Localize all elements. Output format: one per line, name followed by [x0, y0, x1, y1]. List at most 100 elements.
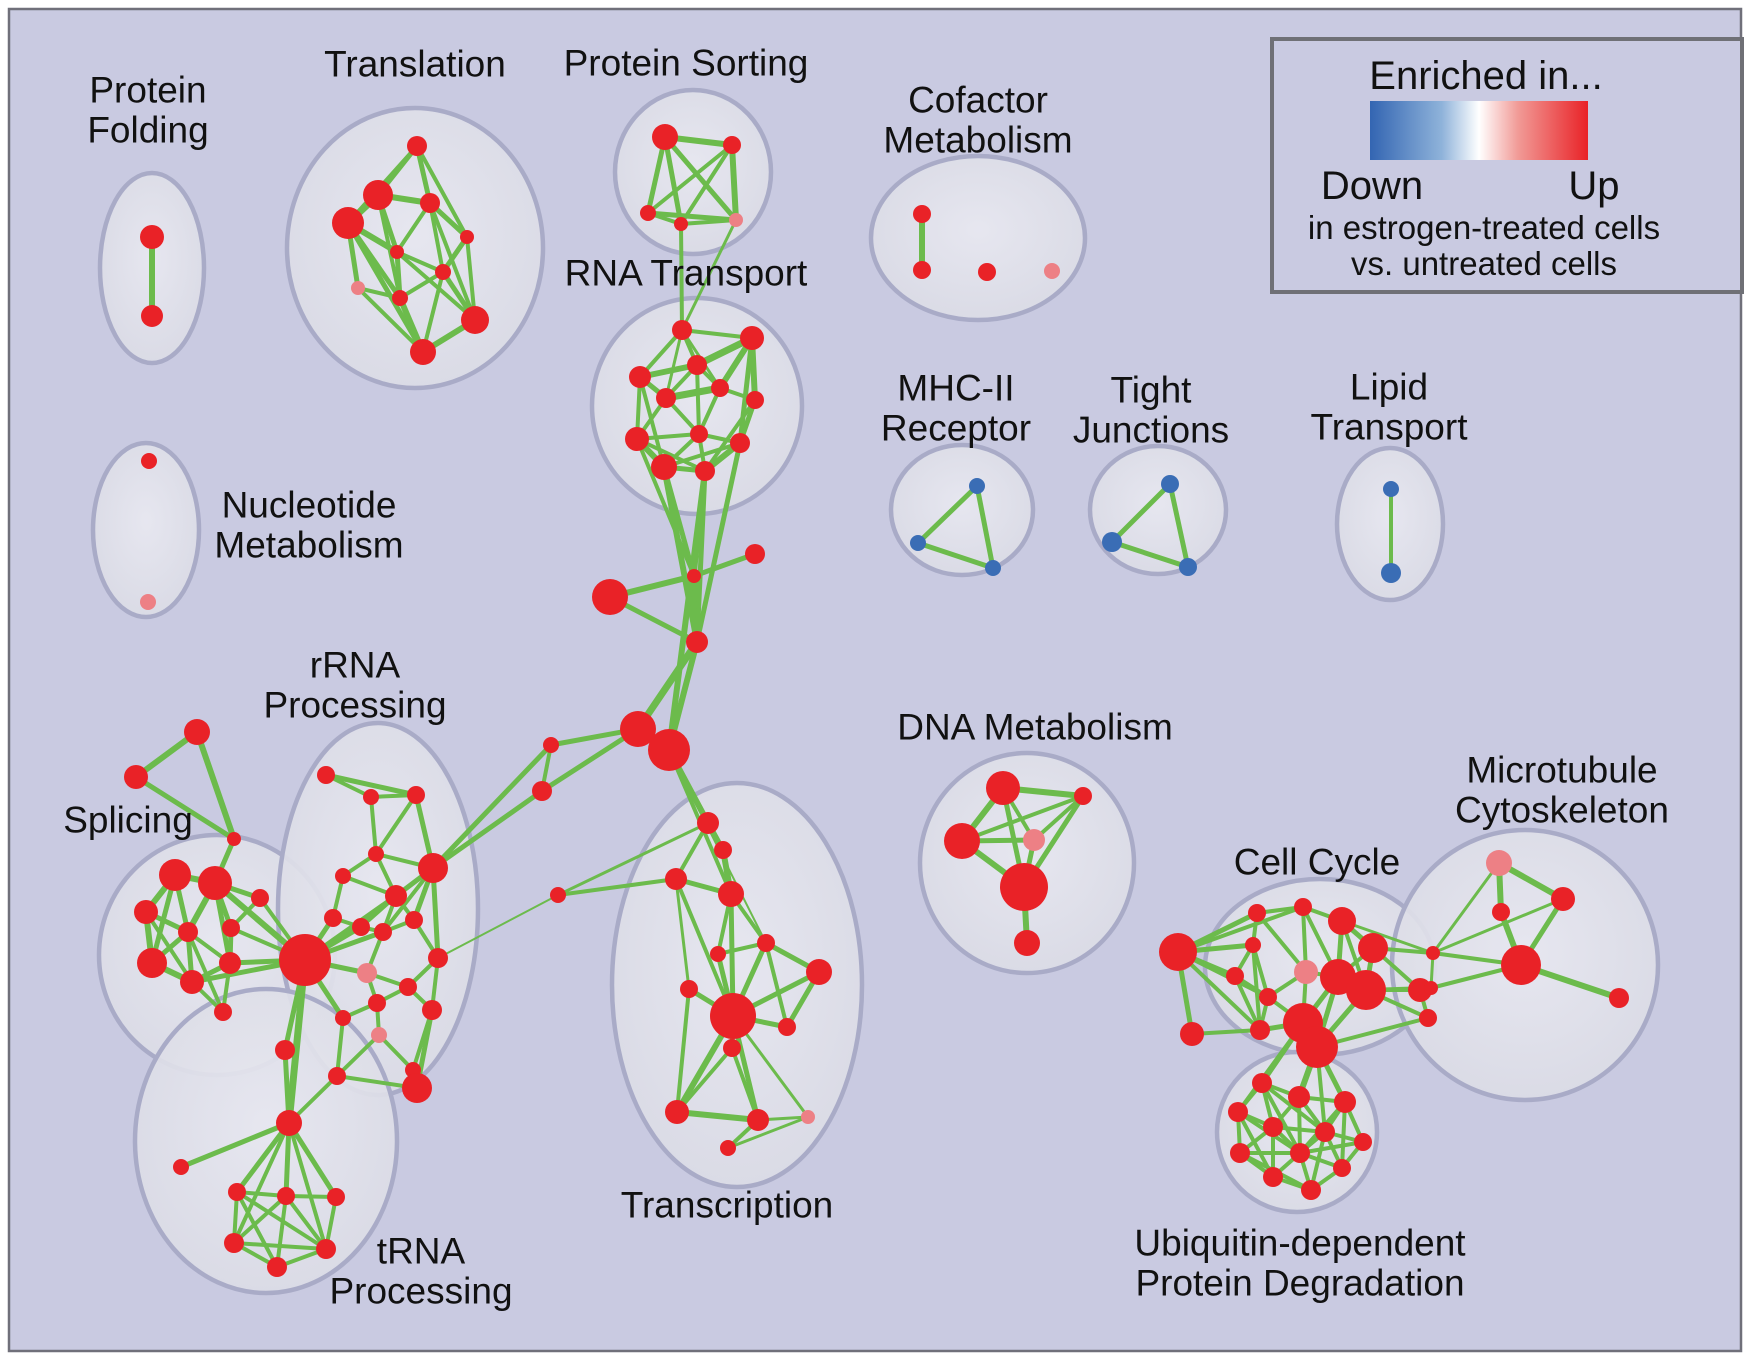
network-edge — [664, 328, 684, 400]
legend-caption-line1: in estrogen-treated cells — [1308, 209, 1660, 246]
network-edge — [186, 930, 225, 1014]
network-edge — [376, 193, 402, 300]
gene-set-node-red — [723, 136, 741, 154]
network-edge — [345, 220, 426, 355]
gene-set-node-red — [267, 1257, 287, 1277]
gene-set-node-red — [198, 866, 232, 900]
cluster-lt-label: Lipid — [1350, 367, 1428, 408]
gene-set-node-red — [1501, 945, 1541, 985]
gene-set-node-blue — [985, 560, 1001, 576]
gene-set-node-red — [335, 868, 351, 884]
gene-set-node-red — [428, 948, 448, 968]
network-edge — [1431, 861, 1501, 955]
cluster-tn-label: tRNA — [377, 1231, 466, 1272]
network-edge — [679, 222, 684, 332]
legend-caption-line2: vs. untreated cells — [1351, 245, 1617, 282]
gene-set-node-blue — [1381, 563, 1401, 583]
gene-set-node-red — [134, 900, 158, 924]
cluster-tn-label: Processing — [329, 1271, 512, 1312]
gene-set-node-red — [410, 339, 436, 365]
gene-set-node-red — [219, 952, 241, 974]
gene-set-node-red — [159, 859, 191, 891]
gene-set-node-red — [279, 934, 331, 986]
gene-set-node-red — [316, 1239, 336, 1259]
gene-set-node-red — [620, 711, 656, 747]
gene-set-node-red — [1354, 1133, 1372, 1151]
network-edge — [674, 877, 691, 991]
network-edge — [194, 729, 237, 842]
network-edge — [960, 794, 1085, 843]
network-edge — [178, 1120, 292, 1170]
cluster-sp-label: Splicing — [63, 800, 193, 841]
cluster-rr-label: Processing — [263, 685, 446, 726]
gene-set-node-blue — [969, 478, 985, 494]
network-edge — [284, 1194, 328, 1251]
gene-set-node-red — [327, 1188, 345, 1206]
network-edge — [646, 143, 734, 215]
network-edge — [662, 441, 742, 469]
cluster-mhc-ellipse — [888, 442, 1036, 578]
network-edge — [286, 1120, 339, 1200]
gene-set-node-red — [806, 959, 832, 985]
network-edge — [1260, 1081, 1302, 1155]
gene-set-node-red — [730, 433, 750, 453]
gene-set-node-red — [686, 631, 708, 653]
gene-set-node-red — [435, 264, 451, 280]
gene-set-node-red — [665, 868, 687, 890]
gene-set-node-red — [214, 1003, 232, 1021]
network-edge — [694, 468, 708, 645]
gene-set-node-red — [747, 1109, 769, 1131]
cluster-nm-ellipse — [90, 440, 202, 620]
gene-set-node-red — [335, 1010, 351, 1026]
gene-set-node-red — [1248, 904, 1266, 922]
gene-set-node-red — [710, 993, 756, 1039]
network-edge — [661, 464, 700, 645]
network-edge — [1109, 539, 1191, 570]
network-edge — [430, 788, 545, 871]
gene-set-node-blue — [1383, 481, 1399, 497]
gene-set-node-red — [1263, 1117, 1283, 1137]
gene-set-node-pink — [371, 1027, 387, 1043]
network-edge — [1340, 919, 1435, 955]
gene-set-node-red — [746, 391, 764, 409]
cluster-ub-ellipse — [1214, 1049, 1380, 1215]
gene-set-node-red — [224, 1233, 244, 1253]
cluster-pf-label: Protein — [89, 70, 206, 111]
network-edge — [674, 877, 735, 1018]
legend-gradient-bar — [1370, 101, 1588, 160]
network-edge — [662, 134, 684, 227]
network-edge — [556, 877, 678, 897]
network-edge — [275, 1194, 288, 1269]
gene-set-node-red — [695, 461, 715, 481]
network-edge — [285, 956, 309, 1127]
network-edge — [675, 987, 691, 1114]
gene-set-node-red — [405, 911, 423, 929]
gene-set-node-red — [1609, 988, 1629, 1008]
gene-set-node-pink — [1044, 263, 1060, 279]
legend-up-label: Up — [1568, 164, 1619, 208]
network-edge — [635, 437, 707, 473]
gene-set-node-red — [1315, 1122, 1335, 1142]
gene-set-node-red — [718, 881, 744, 907]
network-edge — [369, 795, 378, 856]
gene-set-node-red — [687, 569, 701, 583]
gene-set-node-red — [710, 946, 726, 962]
network-edge — [1176, 905, 1305, 954]
gene-set-node-red — [1333, 1159, 1351, 1177]
cluster-tj-ellipse — [1087, 443, 1229, 577]
gene-set-node-blue — [1161, 475, 1179, 493]
network-edge — [730, 1046, 760, 1122]
gene-set-node-red — [402, 1073, 432, 1103]
gene-set-node-red — [368, 846, 384, 862]
gene-set-node-red — [665, 1100, 689, 1124]
network-edge — [915, 483, 980, 546]
network-edge — [335, 1033, 381, 1078]
gene-set-node-red — [1230, 1143, 1250, 1163]
gene-set-node-red — [1252, 1073, 1272, 1093]
network-edge — [428, 201, 477, 322]
gene-set-node-red — [1159, 933, 1197, 971]
cluster-mc-label: Microtubule — [1466, 750, 1657, 791]
gene-set-node-red — [1074, 787, 1092, 805]
